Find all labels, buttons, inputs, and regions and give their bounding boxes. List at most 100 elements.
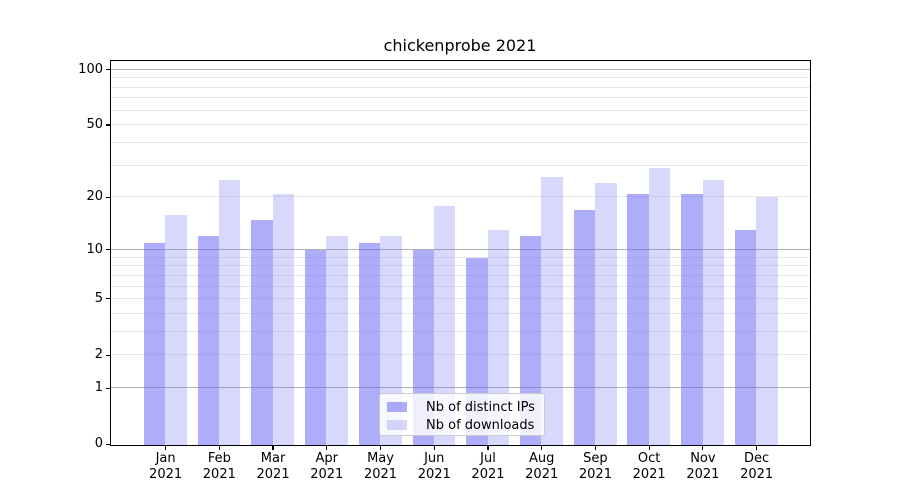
bar-downloads — [272, 193, 295, 445]
minor-gridline — [110, 164, 810, 166]
y-tick-label: 20 — [86, 189, 103, 205]
x-tick-month: Sep — [583, 451, 608, 466]
y-tick-label: 0 — [94, 436, 103, 452]
x-tick-mark — [702, 445, 704, 450]
bar-downloads — [702, 180, 724, 445]
x-tick-year: 2021 — [632, 466, 666, 482]
minor-gridline — [110, 142, 810, 143]
x-tick-mark — [218, 445, 220, 450]
x-tick-month: Jun — [424, 451, 445, 466]
minor-gridline — [110, 298, 810, 300]
minor-gridline — [110, 196, 810, 198]
bar-ips — [734, 230, 757, 445]
major-gridline — [110, 248, 810, 250]
y-tick-mark — [105, 249, 110, 251]
x-tick-label: Aug 2021 — [512, 451, 572, 482]
bar-ips — [573, 209, 596, 445]
y-tick-mark — [105, 443, 110, 445]
legend-swatch — [387, 402, 407, 412]
x-tick-mark — [272, 445, 274, 450]
minor-gridline — [110, 331, 810, 332]
minor-gridline — [110, 274, 810, 276]
major-gridline — [110, 68, 810, 70]
minor-gridline — [110, 354, 810, 356]
y-tick-mark — [105, 124, 110, 126]
minor-gridline — [110, 265, 810, 267]
x-tick-label: May 2021 — [351, 451, 411, 482]
x-tick-mark — [648, 445, 650, 450]
legend-entry: Nb of distinct IPs — [387, 398, 544, 416]
x-tick-year: 2021 — [471, 466, 505, 482]
minor-gridline — [110, 77, 810, 79]
x-tick-year: 2021 — [149, 466, 183, 482]
x-tick-year: 2021 — [417, 466, 451, 482]
bar-downloads — [541, 177, 563, 445]
minor-gridline — [110, 312, 810, 314]
bar-downloads — [487, 230, 510, 445]
bar-downloads — [648, 168, 671, 445]
x-tick-month: May — [367, 451, 394, 466]
x-tick-month: Mar — [260, 451, 286, 466]
legend: Nb of distinct IPs Nb of downloads — [379, 393, 545, 436]
legend-label: Nb of downloads — [426, 417, 535, 433]
x-tick-month: Nov — [690, 451, 716, 466]
x-tick-month: Oct — [637, 451, 661, 466]
x-tick-mark — [165, 445, 167, 450]
x-tick-mark — [487, 445, 489, 450]
y-tick-mark — [105, 354, 110, 356]
minor-gridline — [110, 124, 810, 126]
bar-ips — [143, 242, 166, 445]
legend-entry: Nb of downloads — [387, 416, 544, 434]
major-gridline — [110, 387, 810, 389]
plot-area — [109, 60, 811, 446]
minor-gridline — [110, 97, 810, 99]
x-tick-month: Jul — [480, 451, 496, 466]
bar-ips — [520, 236, 542, 445]
x-tick-year: 2021 — [202, 466, 236, 482]
y-tick-label: 50 — [86, 117, 103, 133]
x-tick-label: Sep 2021 — [565, 451, 625, 482]
bar-downloads — [433, 205, 456, 445]
x-tick-month: Apr — [315, 451, 339, 466]
y-tick-label: 5 — [94, 290, 103, 306]
y-tick-mark — [105, 387, 110, 389]
bar-ips — [681, 193, 703, 445]
x-tick-mark — [594, 445, 597, 450]
legend-swatch — [387, 420, 407, 430]
x-tick-label: Nov 2021 — [673, 451, 733, 482]
x-tick-label: Jun 2021 — [404, 451, 464, 482]
bar-ips — [197, 236, 220, 445]
minor-gridline — [110, 109, 810, 111]
chart-title: chickenprobe 2021 — [383, 36, 537, 55]
y-tick-label: 1 — [94, 380, 103, 396]
minor-gridline — [110, 86, 810, 88]
bar-downloads — [756, 197, 778, 445]
x-tick-mark — [326, 445, 328, 450]
x-tick-month: Aug — [529, 451, 555, 466]
x-tick-month: Dec — [744, 451, 770, 466]
x-tick-month: Feb — [207, 451, 231, 466]
x-tick-label: Feb 2021 — [189, 451, 249, 482]
x-tick-label: Jul 2021 — [458, 451, 518, 482]
legend-label: Nb of distinct IPs — [426, 399, 535, 415]
x-tick-year: 2021 — [686, 466, 720, 482]
x-tick-label: Apr 2021 — [297, 451, 357, 482]
y-tick-label: 2 — [94, 347, 103, 363]
bar-ips — [358, 242, 381, 445]
x-tick-label: Dec 2021 — [727, 451, 787, 482]
x-tick-year: 2021 — [525, 466, 559, 482]
bar-downloads — [165, 214, 187, 445]
x-tick-month: Jan — [155, 451, 176, 466]
bar-ips — [251, 219, 273, 445]
x-tick-label: Jan 2021 — [136, 451, 196, 482]
y-tick-mark — [105, 68, 110, 71]
y-tick-mark — [105, 196, 110, 198]
minor-gridline — [110, 285, 810, 287]
x-tick-mark — [541, 445, 543, 450]
bar-ips — [305, 249, 327, 445]
plot-inner — [110, 61, 810, 445]
x-tick-label: Mar 2021 — [243, 451, 303, 482]
bar-downloads — [380, 236, 402, 445]
x-tick-year: 2021 — [256, 466, 290, 482]
